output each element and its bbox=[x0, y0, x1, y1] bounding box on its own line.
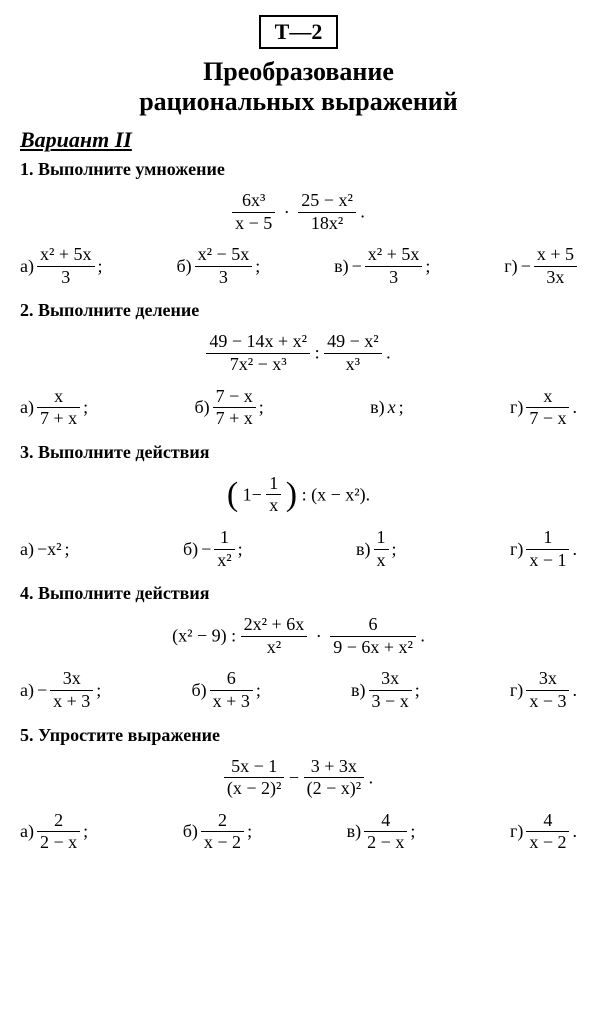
test-badge: Т—2 bbox=[259, 15, 339, 49]
answer-b: б) x² − 5x3; bbox=[176, 244, 260, 288]
answer-b: б) 7 − x7 + x; bbox=[194, 386, 263, 430]
frac: 2x² + 6x x² bbox=[241, 614, 308, 658]
problem-4: 4. Выполните действия bbox=[20, 583, 577, 604]
answer-b: б) 2x − 2; bbox=[183, 810, 252, 854]
answer-g: г) 1x − 1. bbox=[510, 527, 577, 571]
frac: 6 9 − 6x + x² bbox=[330, 614, 416, 658]
answer-b: б) 6x + 3; bbox=[192, 668, 261, 712]
answer-g: г) − x + 53x bbox=[504, 244, 577, 288]
multiply-dot: · bbox=[312, 626, 326, 646]
answer-v: в) x; bbox=[370, 397, 404, 418]
answer-a: а) −x²; bbox=[20, 539, 70, 560]
answer-g: г) 3xx − 3. bbox=[510, 668, 577, 712]
problem-5-answers: а) 22 − x; б) 2x − 2; в) 42 − x; г) 4x −… bbox=[20, 810, 577, 854]
frac: 6x³ x − 5 bbox=[232, 190, 275, 234]
problem-3-expr: ( 1− 1 x ) : (x − x²). bbox=[20, 473, 577, 517]
answer-g: г) 4x − 2. bbox=[510, 810, 577, 854]
title-line1: Преобразование bbox=[203, 57, 394, 86]
problem-text: Упростите выражение bbox=[38, 725, 220, 745]
problem-2-expr: 49 − 14x + x² 7x² − x³ : 49 − x² x³ . bbox=[20, 331, 577, 375]
problem-text: Выполните умножение bbox=[38, 159, 225, 179]
problem-num: 3. bbox=[20, 442, 34, 462]
title-line2: рациональных выражений bbox=[139, 87, 458, 116]
problem-2-answers: а) x7 + x; б) 7 − x7 + x; в) x; г) x7 − … bbox=[20, 386, 577, 430]
problem-4-answers: а) − 3xx + 3; б) 6x + 3; в) 3x3 − x; г) … bbox=[20, 668, 577, 712]
answer-a: а) − 3xx + 3; bbox=[20, 668, 101, 712]
frac: 25 − x² 18x² bbox=[298, 190, 356, 234]
answer-a: а) x² + 5x3; bbox=[20, 244, 103, 288]
problem-1-expr: 6x³ x − 5 · 25 − x² 18x² . bbox=[20, 190, 577, 234]
answer-a: а) x7 + x; bbox=[20, 386, 88, 430]
problem-text: Выполните действия bbox=[38, 442, 210, 462]
badge-container: Т—2 bbox=[20, 15, 577, 49]
answer-b: б) − 1x²; bbox=[183, 527, 243, 571]
problem-1-answers: а) x² + 5x3; б) x² − 5x3; в) − x² + 5x3;… bbox=[20, 244, 577, 288]
paren-left: ( bbox=[227, 476, 238, 513]
answer-v: в) − x² + 5x3; bbox=[334, 244, 430, 288]
answer-a: а) 22 − x; bbox=[20, 810, 88, 854]
problem-num: 4. bbox=[20, 583, 34, 603]
problem-2: 2. Выполните деление bbox=[20, 300, 577, 321]
problem-3-answers: а) −x²; б) − 1x²; в) 1x; г) 1x − 1. bbox=[20, 527, 577, 571]
problem-num: 5. bbox=[20, 725, 34, 745]
frac: 5x − 1 (x − 2)² bbox=[224, 756, 285, 800]
minus-sign: − bbox=[289, 767, 304, 787]
problem-text: Выполните действия bbox=[38, 583, 210, 603]
frac: 49 − 14x + x² 7x² − x³ bbox=[206, 331, 310, 375]
answer-g: г) x7 − x. bbox=[510, 386, 577, 430]
problem-num: 1. bbox=[20, 159, 34, 179]
problem-3: 3. Выполните действия bbox=[20, 442, 577, 463]
answer-v: в) 3x3 − x; bbox=[351, 668, 420, 712]
problem-4-expr: (x² − 9) : 2x² + 6x x² · 6 9 − 6x + x² . bbox=[20, 614, 577, 658]
variant-label: Вариант II bbox=[20, 127, 577, 153]
frac: 1 x bbox=[266, 473, 281, 517]
problem-1: 1. Выполните умножение bbox=[20, 159, 577, 180]
multiply-dot: · bbox=[280, 202, 294, 222]
frac: 3 + 3x (2 − x)² bbox=[304, 756, 365, 800]
answer-v: в) 42 − x; bbox=[347, 810, 416, 854]
problem-5-expr: 5x − 1 (x − 2)² − 3 + 3x (2 − x)² . bbox=[20, 756, 577, 800]
problem-5: 5. Упростите выражение bbox=[20, 725, 577, 746]
problem-text: Выполните деление bbox=[38, 300, 199, 320]
page-title: Преобразование рациональных выражений bbox=[20, 57, 577, 117]
divide-colon: : bbox=[315, 343, 325, 363]
paren-right: ) bbox=[286, 476, 297, 513]
answer-v: в) 1x; bbox=[356, 527, 397, 571]
problem-num: 2. bbox=[20, 300, 34, 320]
frac: 49 − x² x³ bbox=[324, 331, 382, 375]
